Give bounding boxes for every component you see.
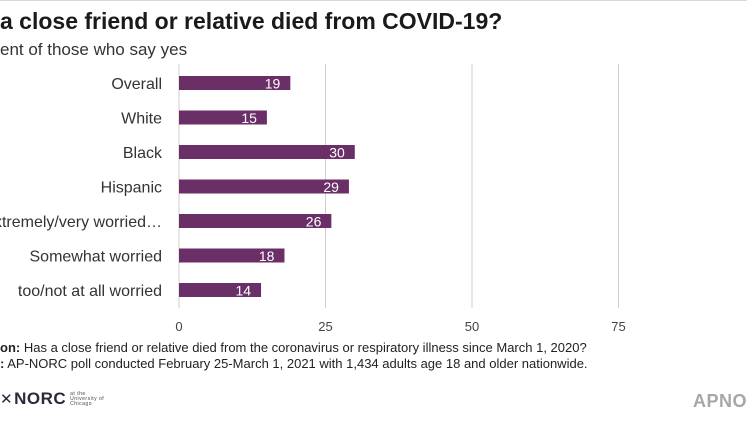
bar-value-label: 26	[306, 214, 322, 230]
category-labels: Overall White Black Hispanic xtremely/very w…	[0, 76, 163, 300]
norc-logo-small-text: at the University of Chicago	[70, 390, 105, 407]
bar	[179, 283, 262, 297]
category-label: Black	[123, 145, 163, 162]
bar-value-label: 14	[235, 283, 251, 299]
top-rule	[0, 0, 747, 1]
bar	[179, 214, 332, 228]
x-tick-label-0: 0	[175, 319, 182, 334]
bar	[179, 145, 355, 159]
bar-value-labels: 19 15 30 29 26 18 14	[235, 76, 345, 299]
chart-title: a close friend or relative died from COV…	[0, 8, 503, 34]
source-prefix: :	[0, 356, 5, 371]
chart-notes: on: Has a close friend or relative died …	[0, 340, 588, 372]
x-tick-label-50: 50	[465, 319, 479, 334]
question-note: on: Has a close friend or relative died …	[0, 340, 588, 356]
category-label: Overall	[111, 76, 162, 93]
bars	[179, 76, 355, 297]
bar-value-label: 18	[259, 248, 275, 264]
norc-star-icon: ✕	[0, 391, 14, 408]
apnorc-logo: APNO	[692, 391, 747, 411]
question-prefix: on:	[0, 340, 21, 355]
x-tick-label-25: 25	[318, 319, 332, 334]
bar-value-label: 15	[241, 110, 257, 126]
bar	[179, 110, 267, 125]
question-text: Has a close friend or relative died from…	[23, 340, 587, 355]
x-tick-labels: 0 25 50 75	[175, 319, 625, 334]
category-label: White	[121, 111, 162, 128]
bar	[179, 76, 291, 90]
category-label: xtremely/very worried…	[0, 214, 162, 231]
chart-subtitle: ent of those who say yes	[0, 40, 188, 59]
source-text: AP-NORC poll conducted February 25-March…	[7, 356, 588, 371]
x-tick-label-75: 75	[611, 319, 625, 334]
bar-value-label: 30	[329, 145, 345, 161]
bar	[179, 248, 285, 263]
bar-value-label: 19	[265, 76, 281, 92]
category-label: Somewhat worried	[30, 249, 163, 266]
norc-logo: ✕ NORC at the University of Chicago	[0, 389, 104, 409]
source-note: : AP-NORC poll conducted February 25-Mar…	[0, 356, 588, 372]
category-label: Hispanic	[101, 180, 162, 197]
category-label: too/not at all worried	[18, 283, 162, 300]
bar-value-label: 29	[323, 179, 339, 195]
bar-chart: 0 25 50 75 Overall White Black Hispanic xtremel…	[0, 64, 626, 334]
norc-logo-text: NORC	[14, 389, 67, 408]
bar	[179, 179, 349, 194]
